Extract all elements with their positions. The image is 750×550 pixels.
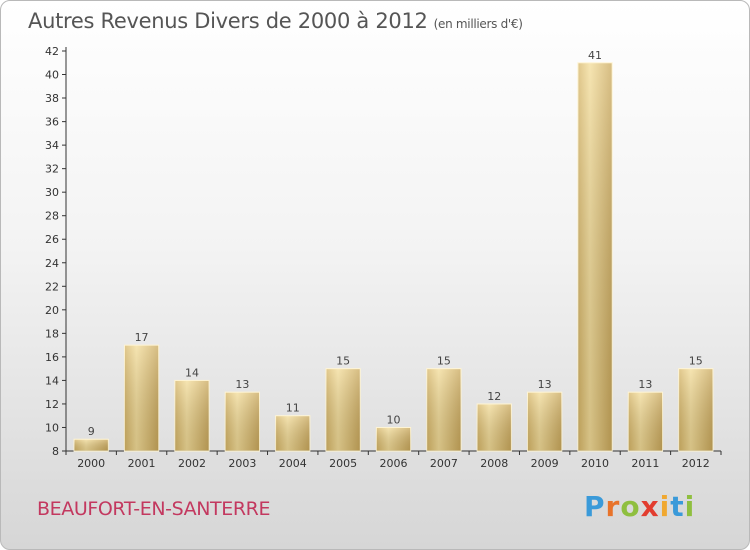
city-name: BEAUFORT-EN-SANTERRE: [37, 498, 271, 520]
logo-letter: r: [605, 490, 621, 523]
logo-letter: t: [670, 490, 685, 523]
y-tick-label: 30: [45, 186, 59, 199]
data-label: 9: [88, 425, 95, 438]
x-tick-label: 2000: [77, 457, 105, 470]
bars-layer: [73, 62, 714, 452]
y-tick-label: 34: [45, 139, 59, 152]
y-tick-label: 28: [45, 210, 59, 223]
y-tick-label: 14: [45, 374, 59, 387]
axes-layer: 8 10 12 14 16 18 20 22 24 26 28 30 32 34 36 38 40 42: [45, 45, 722, 458]
x-tick-label: 2004: [279, 457, 307, 470]
labels-layer: 2000 9 2001 17 2002 14 2003 13 2004 11 2005 15 2006 1…: [77, 49, 710, 470]
logo-letter: i: [684, 490, 696, 523]
bar-shade-2002: [174, 380, 210, 451]
data-label: 15: [437, 355, 451, 368]
bar-shade-2011: [628, 392, 663, 451]
x-tick-label: 2009: [531, 457, 559, 470]
y-tick-label: 36: [45, 116, 59, 129]
data-label: 12: [487, 390, 501, 403]
x-tick-label: 2008: [480, 457, 508, 470]
x-tick-label: 2002: [178, 457, 206, 470]
x-tick-label: 2001: [128, 457, 156, 470]
y-tick-label: 32: [45, 163, 59, 176]
x-tick-label: 2011: [631, 457, 659, 470]
logo-letter: o: [620, 490, 641, 523]
data-label: 11: [286, 402, 300, 415]
bar-shade-2000: [74, 439, 109, 451]
data-label: 15: [689, 355, 703, 368]
bar-shade-2009: [527, 392, 562, 451]
chart-title-text: Autres Revenus Divers de 2000 à 2012: [28, 9, 428, 33]
x-tick-label: 2007: [430, 457, 458, 470]
y-tick-label: 24: [45, 257, 59, 270]
bar-shade-2012: [678, 368, 713, 451]
y-tick-label: 26: [45, 233, 59, 246]
data-label: 10: [387, 413, 401, 426]
bar-shade-2006: [376, 427, 411, 451]
y-tick-label: 40: [45, 69, 59, 82]
x-tick-label: 2012: [682, 457, 710, 470]
y-tick-label: 20: [45, 304, 59, 317]
x-tick-label: 2010: [581, 457, 609, 470]
logo-letter: i: [659, 490, 671, 523]
bar-shade-2005: [325, 368, 361, 451]
x-tick-label: 2006: [380, 457, 408, 470]
chart-title-unit: (en milliers d'€): [433, 17, 523, 31]
x-tick-label: 2003: [228, 457, 256, 470]
logo-letter: x: [640, 490, 660, 523]
data-label: 17: [135, 331, 149, 344]
x-tick-label: 2005: [329, 457, 357, 470]
y-tick-label: 16: [45, 351, 59, 364]
y-tick-label: 10: [45, 421, 59, 434]
bar-shade-2003: [225, 392, 260, 451]
bar-shade-2001: [124, 345, 159, 451]
bar-shade-2008: [477, 403, 512, 451]
y-tick-label: 8: [52, 445, 59, 458]
y-tick-label: 38: [45, 92, 59, 105]
data-label: 13: [638, 378, 652, 391]
data-label: 15: [336, 355, 350, 368]
bar-shade-2004: [275, 415, 310, 451]
y-tick-label: 12: [45, 398, 59, 411]
y-tick-label: 22: [45, 280, 59, 293]
data-label: 13: [538, 378, 552, 391]
data-label: 14: [185, 366, 199, 379]
data-label: 41: [588, 49, 602, 62]
y-tick-label: 42: [45, 45, 59, 58]
proxiti-logo: Proxiti: [584, 490, 695, 523]
bar-shade-2007: [426, 368, 462, 451]
bar-shade-2010: [577, 62, 613, 451]
logo-letter: P: [584, 490, 606, 523]
data-label: 13: [235, 378, 249, 391]
chart-title: Autres Revenus Divers de 2000 à 2012 (en …: [28, 9, 523, 33]
y-tick-label: 18: [45, 327, 59, 340]
